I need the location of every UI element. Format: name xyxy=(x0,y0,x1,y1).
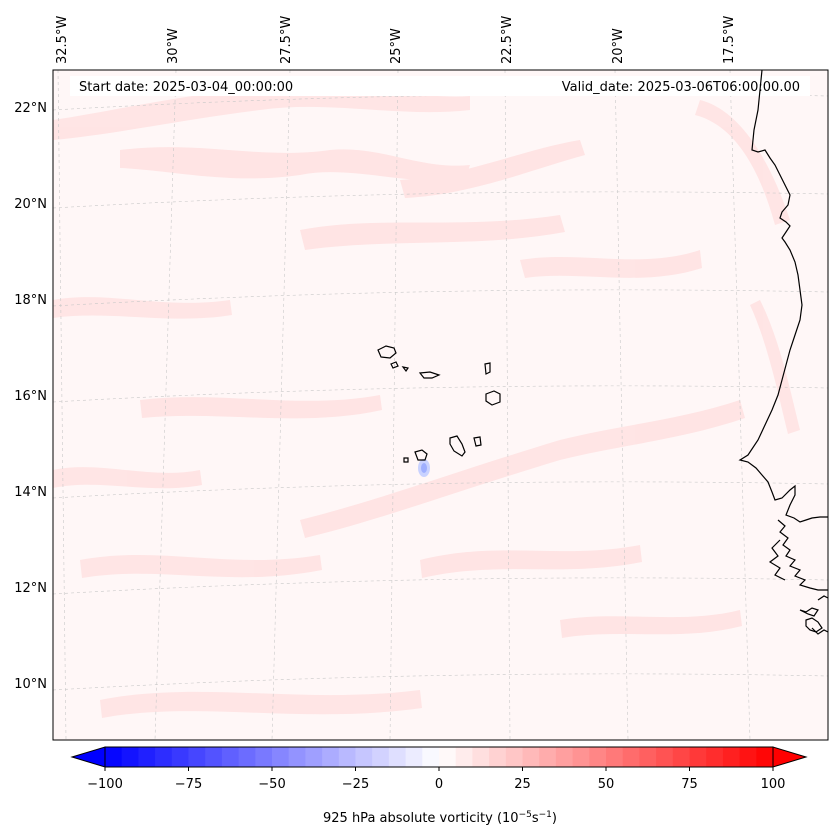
colorbar-tick-label: 0 xyxy=(435,777,443,792)
colorbar-cell xyxy=(489,747,507,767)
colorbar-cell xyxy=(756,747,774,767)
colorbar-cell xyxy=(121,747,139,767)
colorbar-cell xyxy=(155,747,173,767)
lon-label: 17.5°W xyxy=(722,16,737,64)
colorbar-cell xyxy=(539,747,557,767)
colorbar-cell xyxy=(739,747,757,767)
colorbar-cell xyxy=(472,747,490,767)
vorticity-field xyxy=(53,84,800,718)
colorbar-cell xyxy=(422,747,440,767)
colorbar-cell xyxy=(572,747,590,767)
colorbar-tick-label: 50 xyxy=(598,777,615,792)
colorbar-cell xyxy=(171,747,189,767)
colorbar-cell xyxy=(522,747,540,767)
lat-label: 22°N xyxy=(14,101,47,116)
colorbar-cell xyxy=(221,747,240,767)
island-boa-vista xyxy=(485,390,501,406)
map-frame xyxy=(52,69,829,741)
colorbar-tick-label: −75 xyxy=(175,777,202,792)
lon-label: 30°W xyxy=(166,28,181,64)
colorbar-cell xyxy=(606,747,624,767)
colorbar-cell xyxy=(656,747,674,767)
colorbar-tick-labels: −100 −75 −50 −25 0 25 50 75 100 xyxy=(87,777,785,792)
island-maio xyxy=(473,436,482,447)
colorbar-max-extension xyxy=(772,746,808,768)
colorbar-cell xyxy=(372,747,390,767)
colorbar-cell xyxy=(272,747,290,767)
island-sao-nicolau xyxy=(418,371,441,379)
colorbar: −100 −75 −50 −25 0 25 50 75 100 925 hPa … xyxy=(70,746,808,826)
colorbar-cell xyxy=(255,747,273,767)
colorbar-tick-label: 100 xyxy=(761,777,786,792)
lon-label: 22.5°W xyxy=(500,16,515,64)
lat-label: 20°N xyxy=(14,197,47,212)
latitude-labels: 22°N 20°N 18°N 16°N 14°N 12°N 10°N xyxy=(14,101,47,692)
lat-label: 10°N xyxy=(14,677,47,692)
lat-label: 18°N xyxy=(14,293,47,308)
cape-verde-islands xyxy=(377,345,501,463)
island-brava xyxy=(403,457,409,463)
colorbar-cell xyxy=(555,747,574,767)
colorbar-cell xyxy=(388,747,407,767)
lon-label: 32.5°W xyxy=(55,16,70,64)
colorbar-cell xyxy=(439,747,457,767)
africa-coastline xyxy=(738,70,828,635)
colorbar-cell xyxy=(639,747,657,767)
longitude-labels: 32.5°W 30°W 27.5°W 25°W 22.5°W 20°W 17.5… xyxy=(55,16,737,64)
colorbar-cell xyxy=(338,747,356,767)
colorbar-cell xyxy=(689,747,707,767)
start-date-label: Start date: 2025-03-04_00:00:00 xyxy=(79,80,293,95)
colorbar-cell xyxy=(672,747,690,767)
lat-label: 14°N xyxy=(14,485,47,500)
lon-label: 20°W xyxy=(611,28,626,64)
lon-label: 25°W xyxy=(389,28,404,64)
colorbar-cell xyxy=(706,747,724,767)
colorbar-cell xyxy=(355,747,373,767)
island-santa-luzia xyxy=(401,366,409,373)
valid-date-label: Valid_date: 2025-03-06T06:00:00.00 xyxy=(562,80,800,95)
map-panel: Start date: 2025-03-04_00:00:00 Valid_da… xyxy=(53,70,828,740)
colorbar-cell xyxy=(722,747,741,767)
colorbar-tick-label: −100 xyxy=(87,777,123,792)
colorbar-cell xyxy=(205,747,223,767)
colorbar-tick-label: 25 xyxy=(514,777,531,792)
colorbar-tick-label: −25 xyxy=(342,777,369,792)
colorbar-cell xyxy=(405,747,423,767)
header-strip xyxy=(70,76,810,96)
colorbar-label: 925 hPa absolute vorticity (10−5s−1) xyxy=(323,810,557,826)
lat-label: 16°N xyxy=(14,389,47,404)
lon-label: 27.5°W xyxy=(279,16,294,64)
island-santo-antao xyxy=(377,345,397,359)
colorbar-cell xyxy=(288,747,306,767)
island-fogo xyxy=(414,449,428,461)
colorbar-cell xyxy=(105,747,123,767)
colorbar-cell xyxy=(305,747,323,767)
colorbar-cell xyxy=(622,747,640,767)
lat-label: 12°N xyxy=(14,581,47,596)
colorbar-cell xyxy=(505,747,523,767)
colorbar-cells xyxy=(105,747,774,767)
gridlines xyxy=(53,70,828,740)
island-sao-vicente xyxy=(390,361,399,369)
colorbar-cell xyxy=(138,747,156,767)
colorbar-cell xyxy=(322,747,340,767)
colorbar-cell xyxy=(188,747,206,767)
island-santiago xyxy=(449,435,466,457)
colorbar-tick-label: −50 xyxy=(258,777,285,792)
colorbar-cell xyxy=(238,747,256,767)
island-sal xyxy=(484,362,491,375)
colorbar-tick-label: 75 xyxy=(681,777,698,792)
colorbar-cell xyxy=(589,747,607,767)
colorbar-cell xyxy=(455,747,473,767)
colorbar-ticks xyxy=(104,767,774,771)
colorbar-min-extension xyxy=(70,746,106,768)
